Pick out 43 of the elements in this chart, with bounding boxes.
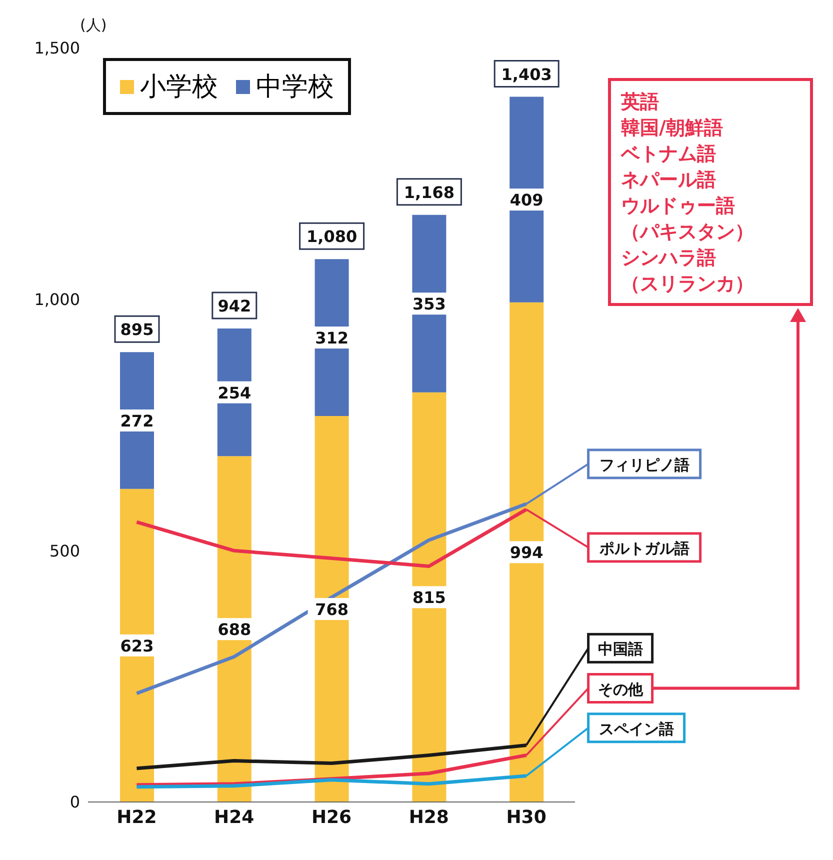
- y-tick-label: 0: [70, 792, 80, 812]
- text: ポルトガル語: [598, 539, 690, 558]
- data-label: 623: [120, 636, 154, 656]
- data-label: 409: [510, 190, 544, 210]
- text: ネパール語: [621, 168, 717, 193]
- text: 韓国/朝鮮語: [621, 116, 724, 141]
- bar: [120, 488, 154, 802]
- data-label: 688: [218, 620, 252, 640]
- bar: [510, 302, 544, 802]
- data-label: 312: [315, 328, 349, 348]
- x-tick-label: H28: [408, 806, 449, 828]
- data-label: 994: [510, 543, 544, 562]
- data-label: 272: [120, 411, 154, 430]
- bar: [412, 392, 446, 802]
- text: （パキスタン）: [621, 220, 755, 245]
- total-label: 942: [218, 296, 252, 316]
- total-label: 895: [120, 320, 154, 340]
- x-tick-label: H30: [506, 806, 546, 828]
- total-label: 1,080: [306, 227, 358, 246]
- text: スペイン語: [598, 720, 674, 738]
- y-tick-label: 1,500: [34, 38, 80, 58]
- y-tick-label: 500: [49, 541, 80, 560]
- text: ベトナム語: [621, 142, 717, 167]
- x-tick-label: H24: [214, 806, 254, 828]
- legend-label: 小学校: [139, 71, 218, 104]
- y-tick-label: 1,000: [34, 290, 80, 310]
- text: その他: [598, 680, 644, 698]
- text: 中国語: [598, 640, 643, 658]
- text: フィリピノ語: [599, 456, 690, 474]
- x-tick-label: H22: [116, 806, 157, 828]
- total-label: 1,403: [501, 64, 552, 84]
- data-label: 768: [315, 600, 349, 619]
- text: 英語: [621, 90, 660, 115]
- total-label: 1,168: [404, 182, 455, 202]
- data-label: 815: [412, 588, 446, 608]
- y-axis-title: (人): [80, 16, 107, 35]
- data-label: 353: [412, 294, 446, 314]
- text: シンハラ語: [621, 246, 717, 271]
- text: ウルドゥー語: [621, 194, 736, 219]
- text: （スリランカ）: [621, 272, 755, 297]
- x-tick-label: H26: [311, 806, 352, 828]
- legend-label: 中学校: [255, 71, 334, 104]
- data-label: 254: [218, 383, 252, 402]
